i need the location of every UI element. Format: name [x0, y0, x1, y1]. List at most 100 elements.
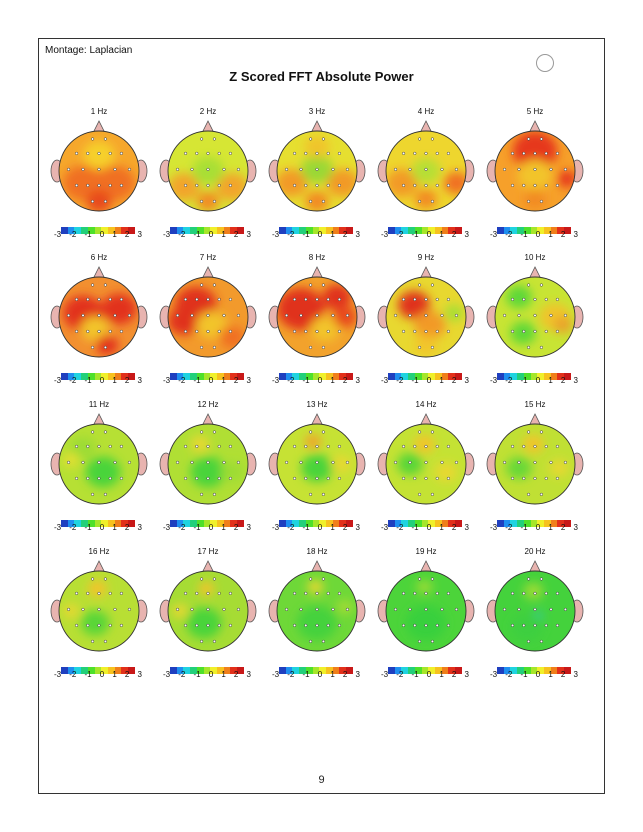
colorbar-tick: 2 [233, 523, 239, 532]
colorbar-segment [421, 227, 429, 234]
colorbar-segment [421, 667, 429, 674]
head-map [486, 560, 584, 652]
electrode-dot-icon [440, 167, 444, 171]
colorbar-tick: 0 [535, 230, 541, 239]
colorbar-ticks: -3 -2 -1 0 1 2 3 [490, 670, 578, 679]
electrode-dot-icon [75, 476, 79, 480]
colorbar-segment [312, 520, 320, 527]
topomap-17hz: 17 Hz -3 -2 -1 0 1 2 3 [158, 547, 258, 697]
head-outline [58, 276, 140, 358]
electrode-dot-icon [176, 607, 180, 611]
electrode-dot-icon [413, 591, 417, 595]
topomap-16hz: 16 Hz -3 -2 -1 0 1 2 3 [49, 547, 149, 697]
electrode-dot-icon [91, 283, 95, 287]
colorbar-segment [176, 667, 184, 674]
electrode-dot-icon [222, 460, 226, 464]
topomap-label: 14 Hz [415, 400, 437, 409]
electrode-dot-icon [424, 329, 428, 333]
colorbar-tick: 0 [426, 670, 432, 679]
colorbar-segment [223, 520, 231, 527]
electrode-dot-icon [228, 623, 232, 627]
power-region [101, 293, 137, 325]
electrode-dot-icon [91, 577, 95, 581]
electrode-dot-icon [206, 623, 210, 627]
power-region [168, 307, 200, 335]
colorbar-segment [94, 667, 102, 674]
colorbar-segment [401, 667, 409, 674]
colorbar-tick: -2 [287, 230, 295, 239]
colorbar-segment [285, 667, 293, 674]
topomap-label: 8 Hz [308, 253, 326, 262]
electrode-dot-icon [424, 460, 428, 464]
colorbar-tick: 0 [317, 376, 323, 385]
colorbar-tick: 1 [112, 670, 117, 679]
colorbar-segment [557, 520, 565, 527]
power-region [557, 170, 575, 188]
electrode-dot-icon [331, 607, 335, 611]
electrode-dot-icon [326, 183, 330, 187]
electrode-dot-icon [285, 167, 289, 171]
electrode-dot-icon [394, 607, 398, 611]
electrode-dot-icon [527, 430, 531, 434]
electrode-dot-icon [217, 476, 221, 480]
electrode-dot-icon [408, 167, 412, 171]
colorbar-tick: -3 [54, 523, 62, 532]
electrode-dot-icon [315, 623, 319, 627]
topomap-8hz: 8 Hz -3 -2 -1 0 1 2 3 [267, 253, 367, 403]
colorbar-segment [81, 520, 88, 527]
electrode-dot-icon [446, 591, 450, 595]
circle-icon[interactable] [536, 54, 554, 72]
colorbar-segment [550, 373, 558, 380]
power-region [310, 316, 340, 342]
colorbar-tick: 0 [317, 523, 323, 532]
colorbar-tick: -2 [505, 523, 513, 532]
topomap-9hz: 9 Hz -3 -2 -1 0 1 2 3 [376, 253, 476, 403]
colorbar-tick: 2 [124, 230, 130, 239]
electrode-dot-icon [97, 444, 101, 448]
colorbar-segment [339, 520, 347, 527]
electrode-dot-icon [511, 623, 515, 627]
colorbar-segment [455, 520, 462, 527]
electrode-dot-icon [304, 623, 308, 627]
colorbar-tick: 3 [355, 230, 360, 239]
electrode-dot-icon [430, 430, 434, 434]
electrode-dot-icon [212, 577, 216, 581]
colorbar-segment [414, 373, 422, 380]
colorbar-tick: -3 [381, 523, 389, 532]
electrode-dot-icon [184, 183, 188, 187]
colorbar-tick: 2 [451, 230, 457, 239]
colorbar-ticks: -3 -2 -1 0 1 2 3 [54, 230, 142, 239]
electrode-dot-icon [293, 297, 297, 301]
electrode-dot-icon [184, 476, 188, 480]
colorbar-ticks: -3 -2 -1 0 1 2 3 [54, 670, 142, 679]
colorbar-segment [523, 227, 531, 234]
electrode-dot-icon [533, 167, 537, 171]
head-outline [385, 130, 467, 212]
colorbar-tick: 0 [99, 230, 105, 239]
colorbar-segment [326, 667, 333, 674]
electrode-dot-icon [527, 639, 531, 643]
electrode-dot-icon [200, 430, 204, 434]
colorbar-segment [217, 373, 224, 380]
colorbar [388, 661, 462, 674]
colorbar-segment [414, 520, 422, 527]
colorbar-segment [346, 373, 353, 380]
electrode-dot-icon [190, 460, 194, 464]
colorbar-segment [428, 227, 436, 234]
topomap-14hz: 14 Hz -3 -2 -1 0 1 2 3 [376, 400, 476, 550]
electrode-dot-icon [345, 167, 349, 171]
topomap-label: 4 Hz [417, 107, 435, 116]
colorbar-tick: 2 [560, 230, 566, 239]
electrode-dot-icon [309, 283, 313, 287]
colorbar-segment [564, 667, 571, 674]
electrode-dot-icon [424, 167, 428, 171]
colorbar-segment [544, 520, 551, 527]
electrode-dot-icon [217, 591, 221, 595]
colorbar-segment [408, 667, 415, 674]
electrode-dot-icon [413, 444, 417, 448]
colorbar [279, 514, 353, 527]
electrode-dot-icon [217, 444, 221, 448]
electrode-dot-icon [293, 329, 297, 333]
electrode-dot-icon [108, 329, 112, 333]
head-map [377, 413, 475, 505]
